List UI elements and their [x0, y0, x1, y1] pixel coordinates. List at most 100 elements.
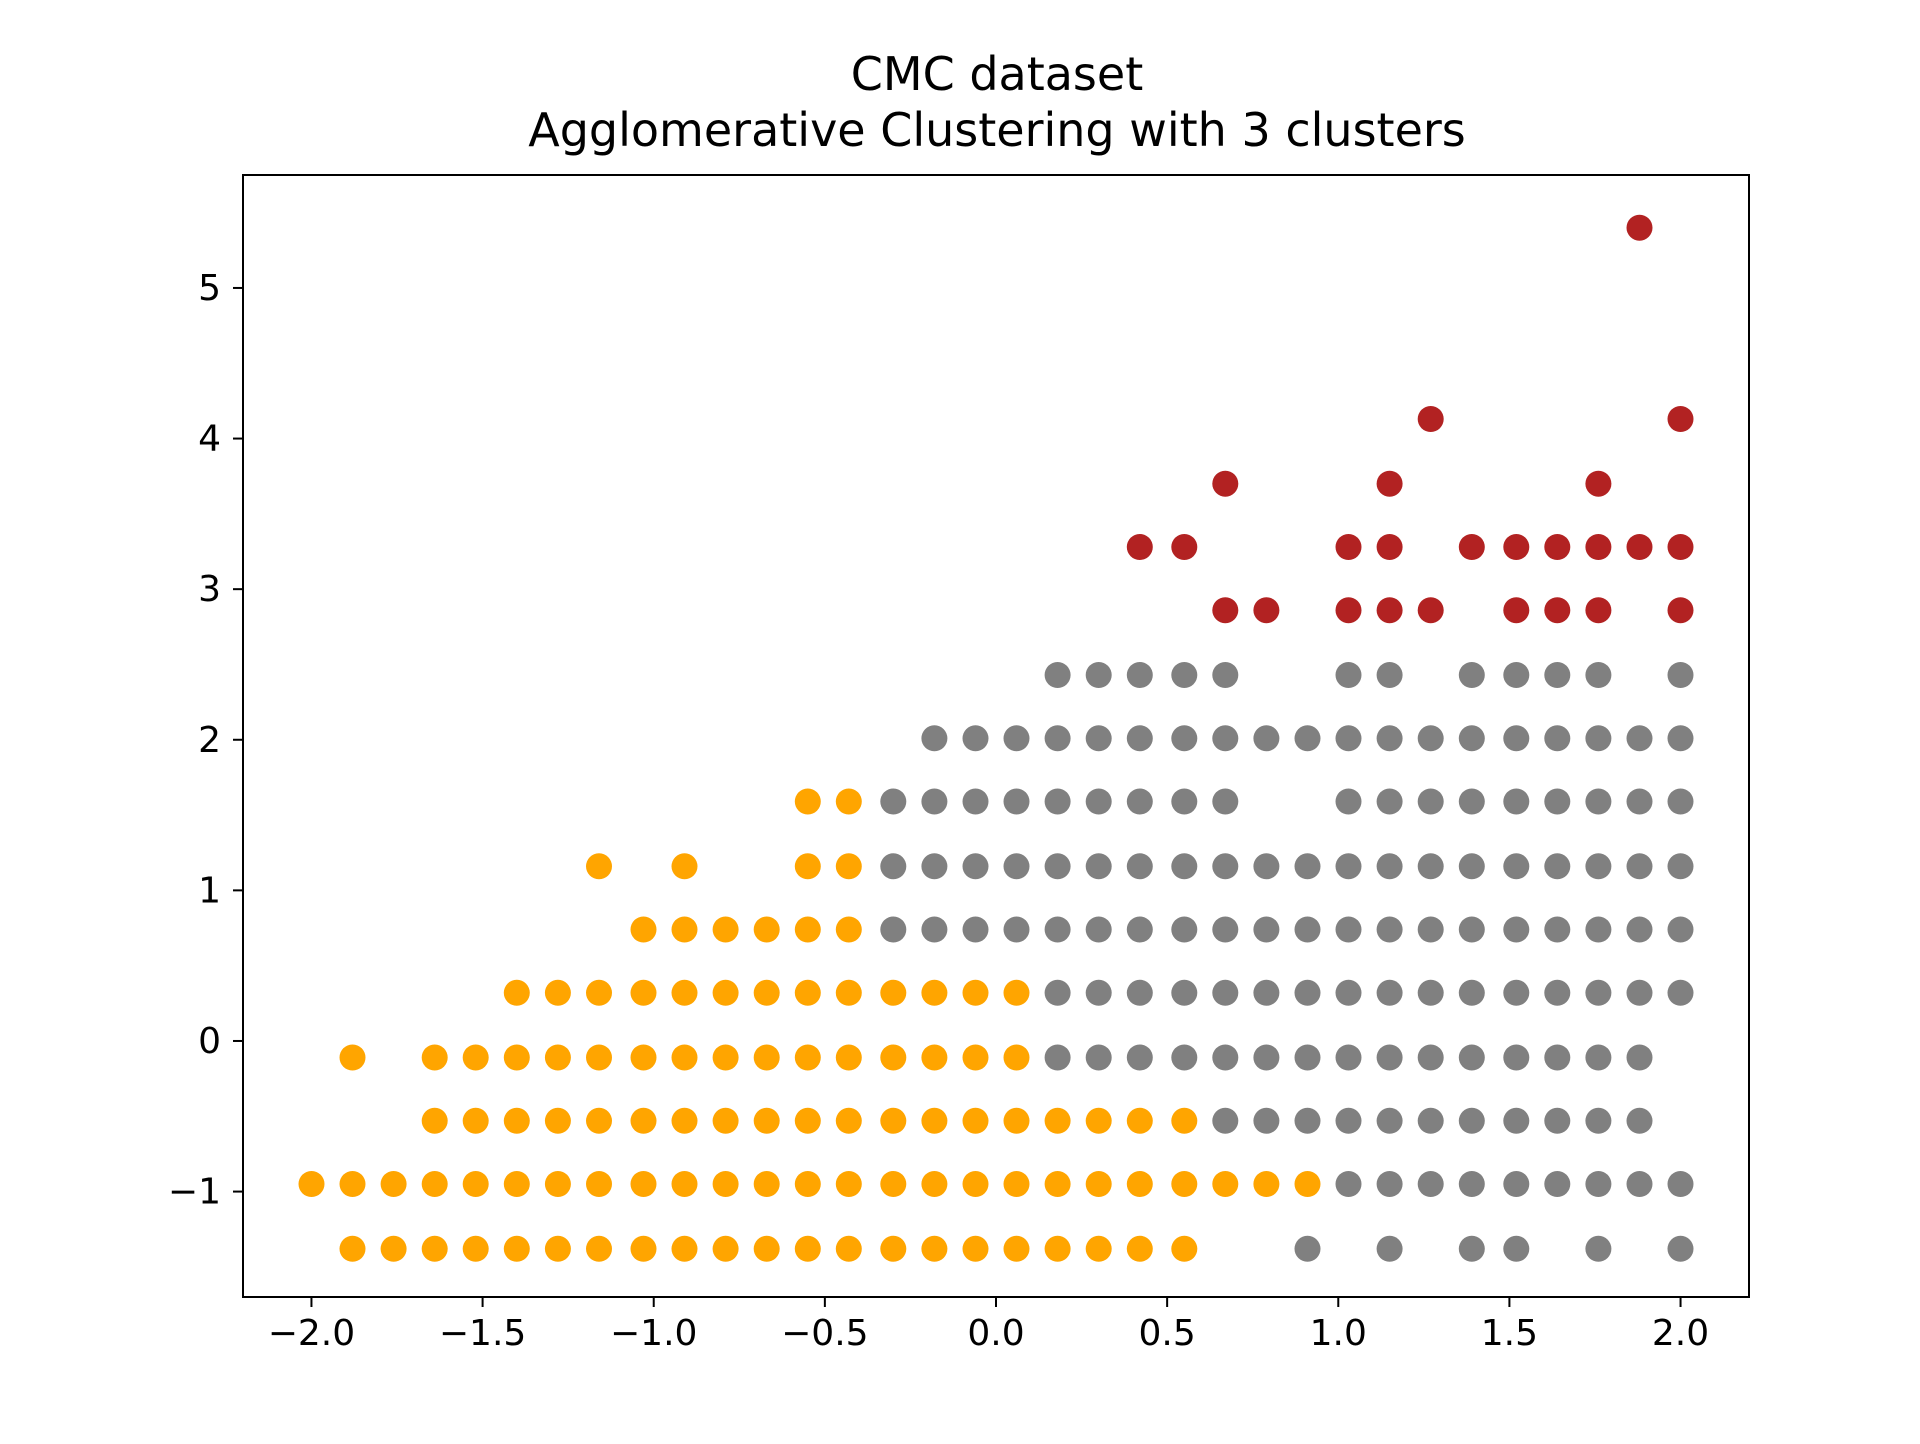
y-tick-label: 2	[198, 720, 221, 761]
data-point-s2-2	[1335, 597, 1362, 624]
data-point-s1-8	[1417, 1171, 1444, 1197]
data-point-s1-77	[880, 853, 907, 880]
data-point-s1-100	[1003, 788, 1030, 815]
data-point-s0-55	[794, 1107, 821, 1134]
data-point-s0-69	[544, 1044, 571, 1071]
data-point-s1-117	[1003, 725, 1030, 752]
data-point-s1-57	[880, 916, 907, 943]
data-point-s2-12	[1376, 534, 1403, 560]
data-point-s0-2	[421, 1235, 448, 1262]
data-point-s1-127	[1417, 725, 1444, 752]
data-point-s1-62	[1085, 916, 1112, 943]
data-point-s0-14	[921, 1235, 948, 1262]
data-point-s2-16	[1585, 534, 1612, 560]
data-point-s1-118	[1044, 725, 1071, 752]
data-point-s1-80	[1003, 853, 1030, 880]
data-point-s1-140	[1376, 662, 1403, 688]
data-point-s0-23	[380, 1171, 407, 1197]
data-point-s0-104	[794, 788, 821, 815]
data-point-s1-136	[1126, 662, 1153, 688]
data-point-s1-133	[1667, 725, 1694, 752]
data-point-s1-30	[1212, 1044, 1239, 1071]
data-point-s1-106	[1335, 788, 1362, 815]
data-point-s2-21	[1585, 470, 1612, 497]
x-tick-label: −2.0	[268, 1313, 355, 1354]
data-point-s0-36	[921, 1171, 948, 1197]
data-point-s1-105	[1212, 788, 1239, 815]
data-point-s1-63	[1126, 916, 1153, 943]
data-point-s1-110	[1503, 788, 1530, 815]
data-point-s0-87	[753, 979, 780, 1006]
data-point-s0-4	[503, 1235, 530, 1262]
data-point-s1-59	[962, 916, 989, 943]
data-point-s1-39	[1585, 1044, 1612, 1071]
data-point-s0-60	[1003, 1107, 1030, 1134]
data-point-s1-132	[1626, 725, 1653, 752]
data-point-s1-122	[1212, 725, 1239, 752]
data-point-s1-65	[1212, 916, 1239, 943]
data-point-s1-66	[1253, 916, 1280, 943]
data-point-s0-62	[1085, 1107, 1112, 1134]
data-point-s1-32	[1294, 1044, 1321, 1071]
data-point-s0-72	[671, 1044, 698, 1071]
data-point-s0-10	[753, 1235, 780, 1262]
data-point-s1-23	[1544, 1107, 1571, 1134]
data-point-s1-36	[1458, 1044, 1485, 1071]
data-point-s0-44	[1253, 1171, 1280, 1197]
data-point-s0-53	[712, 1107, 739, 1134]
y-tick-label: 5	[198, 268, 221, 309]
data-point-s0-59	[962, 1107, 989, 1134]
data-point-s1-29	[1171, 1044, 1198, 1071]
data-point-s1-4	[1585, 1235, 1612, 1262]
data-point-s0-31	[712, 1171, 739, 1197]
data-point-s1-94	[1585, 853, 1612, 880]
chart-title: CMC dataset	[851, 47, 1143, 101]
data-point-s1-141	[1458, 662, 1485, 688]
data-point-s0-35	[880, 1171, 907, 1197]
data-point-s2-24	[1626, 214, 1653, 241]
data-point-s1-38	[1544, 1044, 1571, 1071]
data-point-s2-22	[1417, 406, 1444, 432]
data-point-s1-85	[1212, 853, 1239, 880]
data-point-s0-83	[586, 979, 612, 1006]
data-point-s1-70	[1417, 916, 1444, 943]
data-point-s1-68	[1335, 916, 1362, 943]
data-point-s2-0	[1212, 597, 1239, 624]
data-point-s1-124	[1294, 725, 1321, 752]
data-point-s1-12	[1585, 1171, 1612, 1197]
data-point-s1-76	[1667, 916, 1694, 943]
data-point-s1-71	[1458, 916, 1485, 943]
data-point-s1-67	[1294, 916, 1321, 943]
data-point-s1-52	[1503, 979, 1530, 1006]
x-axis: −2.0 −1.5 −1.0 −0.5 0.0 0.5 1.0 1.5 2.0	[268, 1297, 1709, 1354]
x-tick-label: −1.5	[439, 1313, 526, 1354]
data-point-s1-103	[1126, 788, 1153, 815]
data-point-s1-16	[1253, 1107, 1280, 1134]
data-point-s1-15	[1212, 1107, 1239, 1134]
data-point-s1-93	[1544, 853, 1571, 880]
y-tick-label: −1	[168, 1172, 221, 1213]
data-point-s1-25	[1626, 1107, 1653, 1134]
data-point-s1-14	[1667, 1171, 1694, 1197]
data-point-s1-34	[1376, 1044, 1403, 1071]
data-point-s0-45	[1294, 1171, 1321, 1197]
data-point-s2-11	[1335, 534, 1362, 560]
data-point-s0-103	[835, 853, 862, 880]
x-tick-label: 0.5	[1139, 1313, 1196, 1354]
data-point-s2-19	[1212, 470, 1239, 497]
data-point-s1-104	[1171, 788, 1198, 815]
x-tick-label: −0.5	[781, 1313, 868, 1354]
data-point-s0-38	[1003, 1171, 1030, 1197]
data-point-s1-51	[1458, 979, 1485, 1006]
data-point-s0-26	[503, 1171, 530, 1197]
data-point-s0-19	[1126, 1235, 1153, 1262]
data-point-s1-46	[1253, 979, 1280, 1006]
data-point-s0-51	[630, 1107, 657, 1134]
data-point-s1-111	[1544, 788, 1571, 815]
data-point-s1-11	[1544, 1171, 1571, 1197]
data-point-s0-11	[794, 1235, 821, 1262]
data-point-s0-49	[544, 1107, 571, 1134]
data-point-s0-81	[503, 979, 530, 1006]
data-point-s1-82	[1085, 853, 1112, 880]
data-point-s1-119	[1085, 725, 1112, 752]
